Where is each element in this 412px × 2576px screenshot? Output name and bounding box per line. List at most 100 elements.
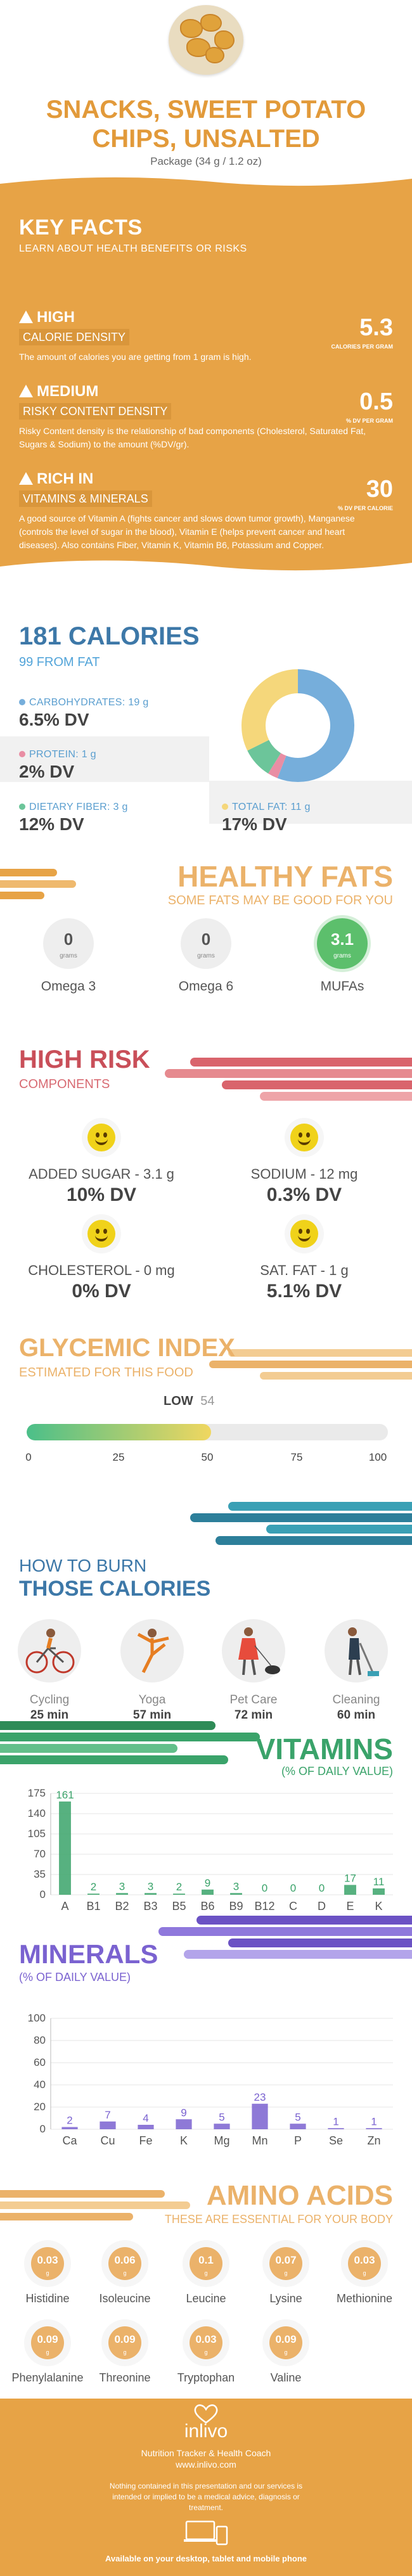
glycemic-tick: 0: [25, 1451, 32, 1463]
vitamins-category-label: B3: [143, 1900, 157, 1913]
amino-circle: 0.06 g: [101, 2240, 148, 2287]
minerals-category-label: Cu: [100, 2134, 115, 2147]
amino-circle: 0.03 g: [341, 2240, 388, 2287]
vitamins-bar-B9: [230, 1893, 242, 1895]
minerals-bar-Fe: [138, 2125, 154, 2129]
key-facts-section: KEY FACTS LEARN ABOUT HEALTH BENEFITS OR…: [0, 172, 412, 577]
page-title-line1: SNACKS, SWEET POTATO: [46, 96, 366, 124]
glycemic-bar-fill: [27, 1424, 211, 1440]
minerals-bar-K: [176, 2119, 192, 2129]
vitamins-category-label: B12: [254, 1900, 274, 1913]
amino-circle: 0.03 g: [24, 2240, 71, 2287]
macro-protein: PROTEIN: 1 g 2% DV: [0, 749, 209, 782]
amino-circle: 0.1 g: [183, 2240, 229, 2287]
minerals-ytick-label: 100: [28, 2012, 46, 2024]
glycemic-tick: 25: [112, 1451, 125, 1463]
minerals-category-label: K: [180, 2134, 188, 2147]
vitamins-value-label: 3: [148, 1880, 153, 1892]
wave-divider-bottom: [0, 560, 412, 577]
macro-band: [209, 781, 412, 824]
warning-icon: [19, 472, 33, 485]
activity-time: 57 min: [132, 1708, 172, 1722]
vitamins-ytick-label: 0: [40, 1888, 46, 1900]
minerals-category-label: P: [294, 2134, 302, 2147]
vitamins-bar-A: [59, 1801, 71, 1895]
fact-level: RICH IN: [37, 470, 94, 487]
minerals-title: MINERALS: [19, 1939, 158, 1969]
minerals-value-label: 1: [371, 2115, 377, 2127]
vitamins-bar-chart: 0 35 70 105 140 175 161 A 2 B1 3 B2 3 B3 2 B5 9 B6 3 B9 0 B12…: [28, 1787, 393, 1913]
fact-description: The amount of calories you are getting f…: [19, 352, 252, 362]
decor-stripes-right: [190, 1502, 412, 1545]
activity-time: 60 min: [337, 1708, 376, 1722]
amino-circle: 0.09 g: [262, 2319, 309, 2366]
vitamins-category-label: B1: [86, 1900, 100, 1913]
high-risk-title: HIGH RISK: [19, 1046, 150, 1073]
minerals-value-label: 5: [295, 2111, 300, 2123]
healthy-fats-title: HEALTHY FATS: [177, 860, 393, 893]
warning-icon: [19, 311, 33, 323]
minerals-value-label: 2: [67, 2115, 72, 2127]
legend-dot: [19, 751, 25, 757]
footer: inlivo Nutrition Tracker & Health Coach …: [0, 2399, 412, 2576]
fact-value: 5.3 CALORIES PER GRAM: [331, 314, 393, 350]
decor-stripes-left: [0, 1721, 260, 1764]
footer-url[interactable]: www.inlivo.com: [176, 2459, 236, 2470]
vitamins-category-label: E: [346, 1900, 354, 1913]
donut-slice-fat: [241, 669, 354, 782]
macro-fiber: DIETARY FIBER: 3 g 12% DV: [0, 802, 209, 835]
vitamins-ytick-label: 140: [28, 1807, 46, 1819]
decor-stripes-right: [158, 1916, 412, 1959]
minerals-value-label: 5: [219, 2111, 224, 2123]
macro-dv: 2% DV: [19, 762, 75, 781]
footer-brand: inlivo: [184, 2421, 228, 2442]
minerals-category-label: Ca: [62, 2134, 77, 2147]
vitamins-bar-B6: [202, 1889, 214, 1895]
minerals-value-label: 9: [181, 2106, 186, 2118]
smiley-icon: [87, 1124, 115, 1151]
cleaning-icon: [325, 1619, 388, 1682]
vitamins-value-label: 2: [176, 1881, 182, 1893]
decor-stripes-right: [209, 1349, 412, 1380]
fat-circle-mufas: 3.1 grams: [317, 918, 368, 969]
decor-stripes-right: [165, 1058, 412, 1101]
vitamins-bar-B5: [173, 1894, 185, 1895]
fact-value: 30% DV PER CALORIE: [337, 476, 393, 511]
heart-logo-icon: [194, 2404, 218, 2424]
risk-added-sugar: ADDED SUGAR - 3.1 g 10% DV: [29, 1166, 174, 1205]
fat-circle-omega6: 0 grams: [181, 918, 231, 969]
fact-tag: VITAMINS & MINERALS: [19, 490, 152, 507]
vitamins-category-label: B2: [115, 1900, 129, 1913]
minerals-value-label: 7: [105, 2109, 110, 2121]
vitamins-category-label: B5: [172, 1900, 186, 1913]
minerals-bar-Ca: [61, 2127, 78, 2129]
fat-label: Omega 6: [178, 979, 234, 994]
vitamins-category-label: A: [61, 1900, 68, 1913]
vitamins-category-label: K: [375, 1900, 382, 1913]
footer-tagline: Nutrition Tracker & Health Coach: [141, 2448, 271, 2458]
legend-dot: [19, 699, 25, 705]
calorie-donut-chart: [241, 669, 354, 782]
glycemic-bar: [27, 1424, 388, 1440]
vitamins-value-label: 9: [205, 1877, 210, 1889]
vitamins-bar-B1: [87, 1894, 100, 1895]
high-risk-subtitle: COMPONENTS: [19, 1077, 110, 1091]
macro-dv: 6.5% DV: [19, 710, 89, 729]
minerals-bar-chart: 0 20 40 60 80 100 2 Ca 7 Cu 4 Fe 9 K 5 Mg 23 Mn 5 P 1 Se 1 Zn: [28, 2012, 393, 2147]
warning-icon: [19, 385, 33, 397]
amino-label: Tryptophan: [177, 2371, 235, 2384]
amino-label: Phenylalanine: [11, 2371, 84, 2384]
activity-label: Cycling: [29, 1693, 70, 1707]
fact-value: 0.5% DV PER GRAM: [345, 388, 393, 424]
serving-size: Package (34 g / 1.2 oz): [150, 155, 262, 167]
amino-label: Isoleucine: [99, 2292, 151, 2305]
calories-title: 181 CALORIES: [19, 622, 200, 650]
header-section: SNACKS, SWEET POTATO CHIPS, UNSALTED Pac…: [0, 0, 412, 172]
vitamins-value-label: 0: [262, 1882, 267, 1894]
minerals-bar-Zn: [366, 2128, 382, 2129]
minerals-ytick-label: 0: [40, 2123, 46, 2135]
minerals-ytick-label: 40: [34, 2079, 46, 2091]
glycemic-title: GLYCEMIC INDEX: [19, 1334, 235, 1362]
activity-time: 25 min: [30, 1708, 69, 1722]
minerals-category-label: Se: [329, 2134, 343, 2147]
